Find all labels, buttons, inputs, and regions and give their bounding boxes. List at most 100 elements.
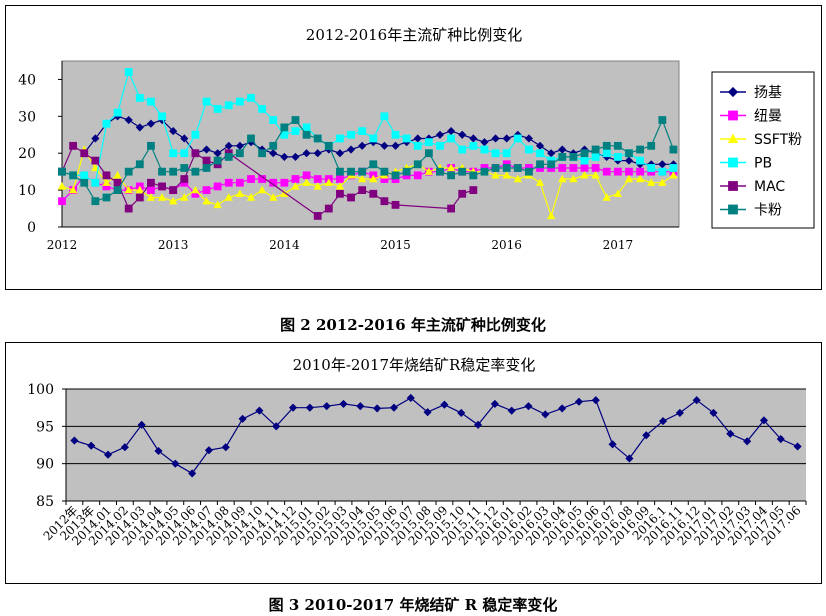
data-point: [269, 141, 278, 150]
data-point: [491, 164, 500, 172]
data-point: [302, 171, 311, 180]
data-point: [369, 160, 378, 169]
data-point: [369, 189, 378, 198]
data-point: [169, 149, 178, 158]
x-tick-label: 2014: [269, 238, 300, 252]
data-point: [339, 399, 348, 408]
data-point: [624, 174, 634, 183]
data-point: [446, 163, 456, 172]
data-point: [324, 204, 333, 213]
data-point: [180, 149, 189, 158]
data-point: [169, 186, 178, 195]
data-point: [57, 182, 67, 190]
y-tick-label: 95: [36, 419, 54, 435]
data-point: [336, 189, 344, 198]
series-group: [57, 68, 678, 220]
data-point: [357, 174, 367, 183]
chart-frame-fig3: 2010年-2017年烧结矿R稳定率变化 85 90 95 100 2012年 2013年…: [5, 342, 822, 584]
data-point: [221, 443, 230, 452]
data-point: [759, 416, 769, 425]
data-point: [447, 171, 455, 180]
data-point: [569, 164, 578, 172]
data-point: [669, 164, 678, 172]
data-point: [473, 420, 483, 429]
legend-swatch-marker: [728, 204, 738, 215]
data-point: [257, 185, 267, 194]
data-point: [602, 149, 611, 158]
data-point: [558, 174, 567, 183]
series-group: [70, 393, 802, 478]
data-point: [491, 134, 500, 143]
data-point: [291, 175, 300, 183]
data-point: [247, 175, 255, 183]
data-point: [447, 134, 455, 143]
data-point: [313, 212, 322, 220]
data-point: [380, 167, 389, 176]
data-point: [235, 178, 244, 187]
data-point: [302, 149, 311, 158]
data-point: [613, 153, 622, 161]
data-point: [413, 160, 422, 169]
data-point: [424, 149, 433, 158]
data-point: [569, 153, 578, 161]
data-point: [591, 396, 600, 405]
figure-caption: 图 3 2010-2017 年烧结矿 R 稳定率变化: [268, 596, 558, 614]
data-point: [336, 175, 344, 183]
y-tick-label: 90: [36, 457, 54, 473]
data-point: [580, 149, 589, 158]
data-point: [675, 408, 684, 417]
data-point: [406, 393, 415, 403]
data-point: [180, 164, 189, 172]
y-tick-label: 20: [18, 146, 36, 162]
data-point: [180, 193, 189, 201]
data-point: [169, 167, 178, 176]
data-point: [457, 408, 466, 417]
data-point: [447, 204, 455, 213]
chart-title: 2012-2016年主流矿种比例变化: [306, 26, 522, 44]
legend-label: 纽曼: [754, 109, 782, 125]
data-point: [313, 175, 322, 183]
data-point: [692, 396, 701, 405]
data-point: [669, 145, 678, 154]
data-point: [269, 116, 278, 124]
data-point: [224, 193, 233, 201]
data-point: [402, 134, 411, 143]
data-point: [147, 97, 155, 106]
legend-label: 卡粉: [754, 203, 782, 219]
legend-label: MAC: [754, 179, 785, 195]
data-point: [558, 164, 567, 172]
data-point: [302, 178, 311, 186]
data-point: [157, 193, 167, 201]
data-point: [168, 196, 178, 205]
data-point: [202, 156, 211, 165]
data-point: [491, 149, 500, 158]
data-point: [591, 153, 600, 161]
data-point: [102, 193, 111, 202]
data-point: [513, 134, 522, 143]
data-point: [513, 174, 522, 183]
data-point: [458, 167, 467, 176]
data-point: [580, 171, 589, 179]
data-point: [202, 186, 211, 195]
x-tick-label: 2012: [47, 238, 78, 252]
data-point: [636, 156, 644, 165]
data-point: [346, 145, 356, 154]
data-point: [213, 156, 222, 165]
data-point: [235, 189, 245, 198]
data-point: [135, 193, 144, 202]
data-point: [669, 171, 678, 179]
data-point: [124, 68, 133, 76]
data-point: [171, 459, 180, 468]
data-point: [235, 97, 244, 106]
data-point: [743, 437, 752, 446]
data-point: [423, 408, 432, 417]
data-point: [124, 204, 133, 213]
data-point: [658, 167, 667, 176]
data-point: [458, 130, 467, 139]
data-point: [625, 167, 633, 176]
data-point: [69, 141, 78, 150]
data-point: [469, 171, 478, 180]
data-point: [269, 149, 278, 158]
data-point: [302, 123, 311, 132]
data-point: [580, 164, 589, 172]
